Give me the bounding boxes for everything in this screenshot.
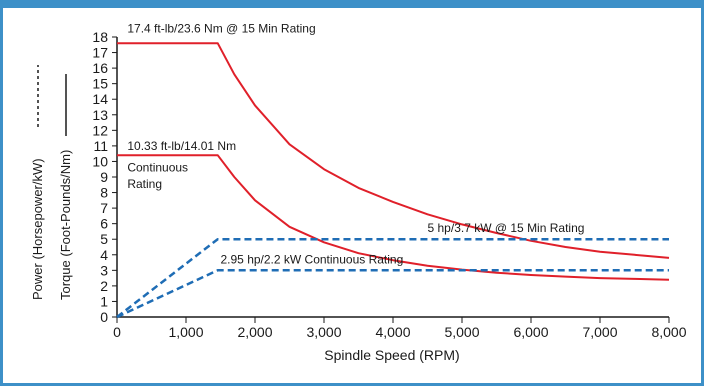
annotation-label: 5 hp/3.7 kW @ 15 Min Rating [428,221,585,235]
x-tick-label: 8,000 [651,324,686,340]
torque-curve-1 [117,42,670,259]
y-tick-label: 5 [100,231,108,247]
annotations: 17.4 ft-lb/23.6 Nm @ 15 Min Rating 10.33 … [127,21,584,266]
y-tick-label: 11 [93,138,108,154]
annotation-label: 2.95 hp/2.2 kW Continuous Rating [221,252,404,266]
power-curve-3 [116,237,669,318]
y-tick-label: 8 [100,185,108,201]
annotation-label: Rating [127,177,162,191]
y-tick-label: 13 [92,107,108,123]
x-axis-label: Spindle Speed (RPM) [324,347,459,363]
x-tick-label: 2,000 [237,324,272,340]
x-tick-label: 0 [113,324,121,340]
y-tick-label: 16 [92,60,108,76]
x-tick-label: 4,000 [375,324,410,340]
y-tick-label: 0 [100,309,108,325]
x-tick-label: 1,000 [168,324,203,340]
x-tick-label: 5,000 [444,324,479,340]
y-tick-label: 7 [100,200,108,216]
y-tick-label: 1 [100,293,108,309]
y-tick-label: 2 [100,278,108,294]
y-tick-label: 9 [100,169,108,185]
series-lines [116,42,670,319]
y-tick-label: 10 [92,153,108,169]
y-tick-label: 17 [92,45,108,61]
power-curve-4 [116,269,669,319]
axes [116,37,669,318]
y-tick-label: 18 [92,29,108,45]
x-tick-label: 7,000 [582,324,617,340]
annotation-label: 17.4 ft-lb/23.6 Nm @ 15 Min Rating [127,21,315,35]
x-tick-label: 6,000 [513,324,548,340]
torque-curve-2 [117,154,670,281]
y-axis-label-power: Power (Horsepower/kW) [30,158,45,300]
annotation-label: Continuous [127,161,188,175]
annotation-label: 10.33 ft-lb/14.01 Nm [127,139,236,153]
y-axis-label-torque: Torque (Foot-Pounds/Nm) [58,150,73,300]
y-tick-label: 6 [100,216,108,232]
y-tick-label: 3 [100,262,108,278]
y-tick-label: 14 [92,91,108,107]
x-tick-labels: 0 1,000 2,000 3,000 4,000 5,000 6,000 7,000 8,00… [113,317,687,340]
y-tick-label: 12 [92,122,108,138]
y-tick-label: 15 [92,76,108,92]
y-tick-label: 4 [100,247,108,263]
x-tick-label: 3,000 [306,324,341,340]
